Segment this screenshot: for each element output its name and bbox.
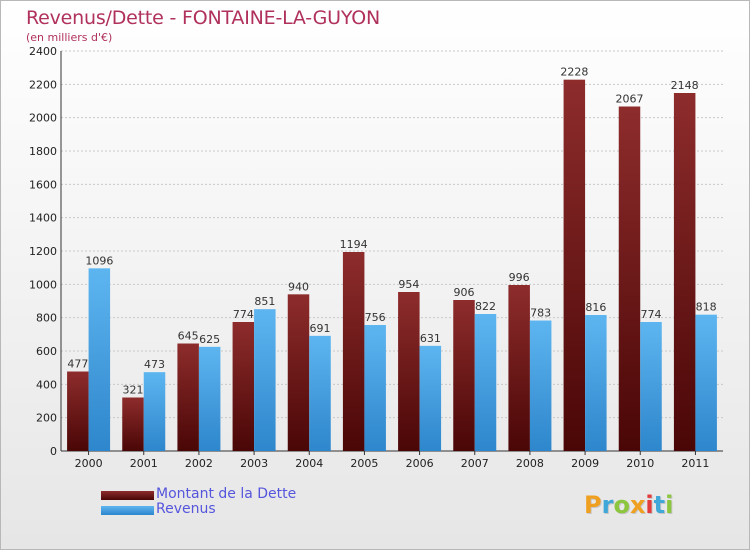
- x-tick-label: 2009: [571, 457, 599, 470]
- data-label-revenue: 818: [696, 301, 717, 314]
- bar-debt: [342, 252, 365, 451]
- x-tick-label: 2002: [185, 457, 213, 470]
- bar-debt: [232, 322, 255, 451]
- logo-letter: i: [645, 491, 654, 519]
- y-tick-label: 1800: [29, 145, 57, 158]
- x-tick-label: 2005: [350, 457, 378, 470]
- y-tick-label: 800: [36, 312, 57, 325]
- data-label-revenue: 756: [365, 311, 386, 324]
- data-label-debt: 2228: [560, 66, 588, 79]
- logo-letter: t: [653, 491, 666, 519]
- data-label-revenue: 1096: [85, 254, 113, 267]
- bar-revenue: [585, 315, 607, 451]
- bar-debt: [398, 292, 420, 451]
- data-label-debt: 321: [123, 384, 144, 397]
- x-tick-label: 2006: [406, 457, 434, 470]
- data-label-debt: 2067: [616, 93, 644, 106]
- bar-revenue: [640, 322, 662, 451]
- y-tick-label: 1400: [29, 212, 57, 225]
- bar-debt: [453, 300, 475, 451]
- logo-letter: i: [665, 491, 674, 519]
- x-tick-label: 2011: [681, 457, 709, 470]
- data-label-revenue: 691: [310, 322, 331, 335]
- y-tick-label: 1000: [29, 278, 57, 291]
- data-label-revenue: 631: [420, 332, 441, 345]
- bar-debt: [508, 285, 530, 451]
- bar-debt: [177, 343, 199, 451]
- data-label-debt: 1194: [340, 238, 368, 251]
- bar-revenue: [88, 268, 111, 451]
- proxiti-logo: Proxiti: [584, 491, 673, 519]
- bar-revenue: [474, 314, 497, 451]
- bar-revenue: [198, 346, 221, 451]
- y-tick-label: 2400: [29, 45, 57, 58]
- x-tick-label: 2010: [626, 457, 654, 470]
- data-label-revenue: 851: [254, 295, 275, 308]
- logo-letter: P: [584, 491, 602, 519]
- x-tick-label: 2000: [75, 457, 103, 470]
- bar-debt: [67, 371, 89, 451]
- x-tick-label: 2004: [295, 457, 323, 470]
- data-label-debt: 940: [288, 280, 309, 293]
- legend-label-debt: Montant de la Dette: [156, 486, 297, 502]
- bar-revenue: [254, 309, 276, 451]
- y-tick-label: 200: [36, 412, 57, 425]
- data-label-revenue: 783: [530, 307, 551, 320]
- bar-debt: [122, 397, 144, 451]
- data-label-debt: 477: [67, 358, 88, 371]
- data-label-revenue: 816: [585, 301, 606, 314]
- legend-swatch-debt: [101, 491, 154, 500]
- x-tick-label: 2003: [240, 457, 268, 470]
- y-tick-label: 600: [36, 345, 57, 358]
- bar-revenue: [309, 335, 331, 451]
- bar-debt: [618, 106, 641, 451]
- x-tick-label: 2001: [130, 457, 158, 470]
- data-label-revenue: 473: [144, 358, 165, 371]
- x-tick-label: 2007: [461, 457, 489, 470]
- chart-title: Revenus/Dette - FONTAINE-LA-GUYON: [26, 7, 381, 29]
- legend-swatch-revenue: [101, 506, 154, 515]
- data-label-debt: 2148: [671, 79, 699, 92]
- bar-debt: [287, 294, 310, 451]
- y-tick-label: 400: [36, 378, 57, 391]
- legend-label-revenue: Revenus: [156, 501, 216, 517]
- data-label-revenue: 774: [641, 308, 662, 321]
- data-label-revenue: 625: [199, 333, 220, 346]
- bar-revenue: [143, 372, 166, 451]
- bar-revenue: [529, 320, 552, 451]
- bar-revenue: [695, 314, 717, 451]
- bar-revenue: [364, 325, 386, 451]
- data-label-revenue: 822: [475, 300, 496, 313]
- y-tick-label: 1600: [29, 178, 57, 191]
- y-tick-label: 1200: [29, 245, 57, 258]
- data-label-debt: 954: [398, 278, 419, 291]
- logo-letter: o: [613, 491, 630, 519]
- chart-subtitle: (en milliers d'€): [26, 31, 113, 44]
- bar-revenue: [419, 345, 442, 451]
- data-label-debt: 645: [178, 330, 199, 343]
- data-label-debt: 774: [233, 308, 254, 321]
- logo-letter: r: [601, 491, 614, 519]
- data-label-debt: 906: [454, 286, 475, 299]
- y-tick-label: 2000: [29, 112, 57, 125]
- x-tick-label: 2008: [516, 457, 544, 470]
- data-label-debt: 996: [509, 271, 530, 284]
- logo-letter: x: [629, 491, 646, 519]
- y-tick-label: 0: [50, 445, 57, 458]
- y-tick-label: 2200: [29, 78, 57, 91]
- bar-debt: [673, 93, 696, 451]
- bar-debt: [563, 79, 586, 452]
